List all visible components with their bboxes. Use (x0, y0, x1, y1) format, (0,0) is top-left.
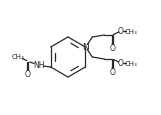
Text: O: O (109, 67, 115, 76)
Text: NH: NH (33, 61, 44, 70)
Text: O: O (117, 27, 123, 36)
Text: CH₃: CH₃ (125, 60, 138, 66)
Text: O: O (109, 44, 115, 53)
Text: N: N (82, 43, 89, 52)
Text: O: O (25, 69, 31, 78)
Text: O: O (117, 59, 123, 68)
Text: CH₃: CH₃ (125, 29, 138, 35)
Text: CH₃: CH₃ (11, 54, 24, 59)
